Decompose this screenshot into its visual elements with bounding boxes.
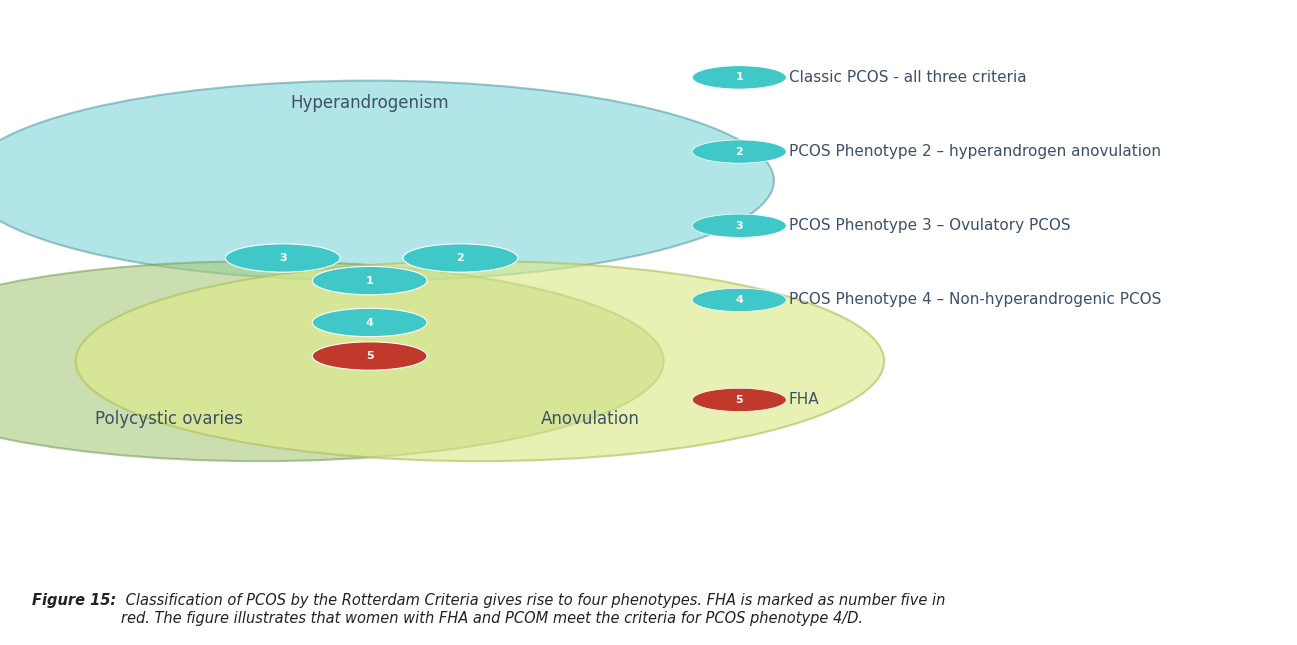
Text: 4: 4 xyxy=(735,295,743,305)
Text: 3: 3 xyxy=(735,221,743,231)
Text: Classic PCOS - all three criteria: Classic PCOS - all three criteria xyxy=(789,70,1026,85)
Text: PCOS Phenotype 2 – hyperandrogen anovulation: PCOS Phenotype 2 – hyperandrogen anovula… xyxy=(789,144,1161,159)
Ellipse shape xyxy=(693,214,786,237)
Ellipse shape xyxy=(693,140,786,163)
Ellipse shape xyxy=(693,388,786,412)
Text: Figure 15:: Figure 15: xyxy=(32,593,117,608)
Ellipse shape xyxy=(693,66,786,89)
Text: FHA: FHA xyxy=(789,392,820,408)
Ellipse shape xyxy=(313,266,427,295)
Ellipse shape xyxy=(313,342,427,370)
Ellipse shape xyxy=(693,288,786,312)
Ellipse shape xyxy=(403,244,518,272)
Text: 5: 5 xyxy=(366,351,374,361)
Text: 2: 2 xyxy=(735,146,743,157)
Text: 5: 5 xyxy=(735,395,743,405)
Text: Hyperandrogenism: Hyperandrogenism xyxy=(291,94,449,112)
Text: PCOS Phenotype 4 – Non-hyperandrogenic PCOS: PCOS Phenotype 4 – Non-hyperandrogenic P… xyxy=(789,292,1161,308)
Text: Polycystic ovaries: Polycystic ovaries xyxy=(95,410,243,428)
Text: PCOS Phenotype 3 – Ovulatory PCOS: PCOS Phenotype 3 – Ovulatory PCOS xyxy=(789,218,1070,233)
Text: Anovulation: Anovulation xyxy=(541,410,639,428)
Ellipse shape xyxy=(75,261,885,461)
Ellipse shape xyxy=(313,308,427,337)
Text: 4: 4 xyxy=(366,317,374,328)
Ellipse shape xyxy=(0,81,774,281)
Text: 2: 2 xyxy=(457,253,464,263)
Text: 3: 3 xyxy=(279,253,287,263)
Ellipse shape xyxy=(0,261,664,461)
Text: Classification of PCOS by the Rotterdam Criteria gives rise to four phenotypes. : Classification of PCOS by the Rotterdam … xyxy=(121,593,946,626)
Ellipse shape xyxy=(226,244,340,272)
Text: 1: 1 xyxy=(366,275,374,286)
Text: 1: 1 xyxy=(735,72,743,83)
